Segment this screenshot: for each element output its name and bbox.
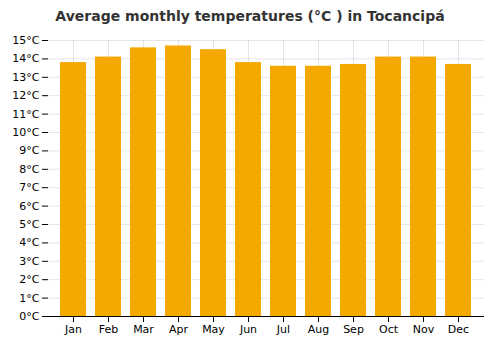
html-text:Average monthly temperatures (: Average monthly temperatures (°C ) in To… [55, 8, 445, 24]
svg-text:Oct: Oct [379, 323, 399, 336]
svg-text:7°C: 7°C [19, 181, 39, 194]
svg-text:5°C: 5°C [19, 218, 39, 231]
svg-text:4°C: 4°C [19, 236, 39, 249]
svg-text:11°C: 11°C [12, 108, 39, 121]
svg-text:May: May [202, 323, 225, 336]
svg-text:Aug: Aug [308, 323, 329, 336]
svg-text:Jan: Jan [64, 323, 82, 336]
svg-text:10°C: 10°C [12, 126, 39, 139]
svg-text:Dec: Dec [448, 323, 469, 336]
svg-text:0°C: 0°C [19, 310, 39, 323]
svg-text:15°C: 15°C [12, 34, 39, 47]
svg-text:1°C: 1°C [19, 292, 39, 305]
svg-text:Jul: Jul [276, 323, 290, 336]
svg-text:Feb: Feb [99, 323, 118, 336]
svg-text:Nov: Nov [413, 323, 435, 336]
svg-text:8°C: 8°C [19, 163, 39, 176]
svg-text:14°C: 14°C [12, 52, 39, 65]
svg-text:Mar: Mar [133, 323, 154, 336]
svg-text:3°C: 3°C [19, 255, 39, 268]
svg-text:Sep: Sep [343, 323, 364, 336]
svg-text:12°C: 12°C [12, 89, 39, 102]
svg-text:2°C: 2°C [19, 273, 39, 286]
svg-text:13°C: 13°C [12, 71, 39, 84]
svg-text:Apr: Apr [169, 323, 189, 336]
svg-text:6°C: 6°C [19, 200, 39, 213]
svg-text:Jun: Jun [239, 323, 257, 336]
svg-text:9°C: 9°C [19, 144, 39, 157]
